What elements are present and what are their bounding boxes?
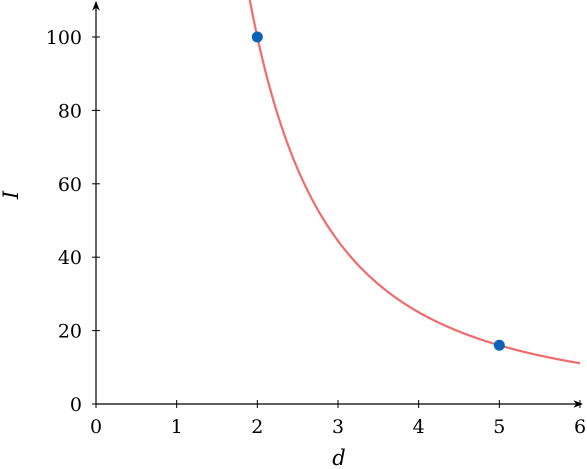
inverse-square-curve [248,0,581,365]
x-tick-label: 4 [413,416,425,438]
y-tick-label: 20 [58,321,82,343]
data-point [493,339,505,351]
data-point [251,31,263,43]
y-tick-label: 40 [58,247,82,269]
x-tick-label: 6 [574,416,586,438]
curve-layer [248,0,581,365]
y-tick-label: 80 [58,100,82,122]
y-tick-label: 0 [70,394,82,416]
points-layer [251,31,505,351]
y-tick-label: 100 [46,27,82,49]
x-tick-label: 2 [251,416,263,438]
x-tick-label: 5 [493,416,505,438]
x-tick-label: 3 [332,416,344,438]
x-axis-label: d [332,446,345,469]
y-tick-label: 60 [58,174,82,196]
x-tick-label: 0 [90,416,102,438]
y-axis-label: I [0,190,23,200]
x-tick-label: 1 [171,416,183,438]
